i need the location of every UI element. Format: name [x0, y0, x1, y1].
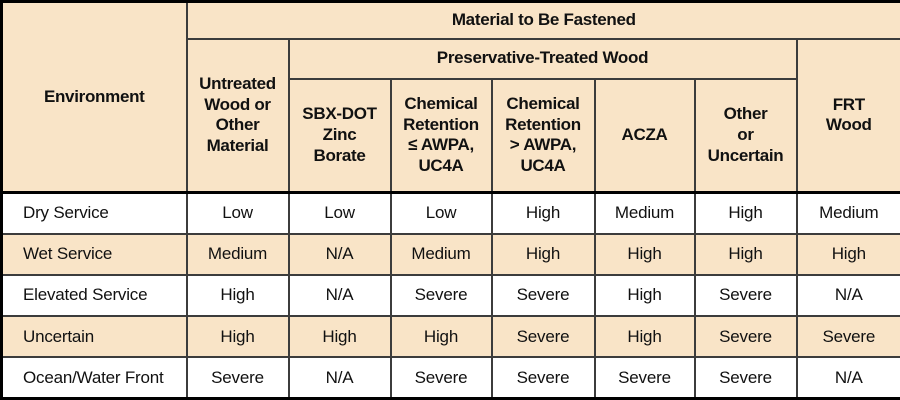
row-label: Elevated Service	[0, 273, 188, 318]
table-cell: High	[287, 315, 392, 359]
table-cell: High	[593, 315, 696, 359]
table-row-wet-service: Wet Service Medium N/A Medium High High …	[0, 232, 900, 276]
table-cell: High	[490, 190, 596, 235]
row-label: Ocean/Water Front	[0, 356, 188, 400]
table-row-uncertain: Uncertain High High High Severe High Sev…	[0, 315, 900, 359]
table-cell: Medium	[593, 190, 696, 235]
row-label: Uncertain	[0, 315, 188, 359]
table-row-ocean-water-front: Ocean/Water Front Severe N/A Severe Seve…	[0, 356, 900, 400]
table-cell: Severe	[389, 273, 493, 318]
table-cell: Severe	[593, 356, 696, 400]
table-cell: Medium	[389, 232, 493, 276]
table-cell: High	[185, 273, 290, 318]
table-cell: N/A	[287, 273, 392, 318]
table-body: Dry Service Low Low Low High Medium High…	[0, 190, 900, 400]
col-header-sbx-dot-zinc-borate: SBX-DOT Zinc Borate	[287, 77, 392, 194]
table-cell: High	[593, 232, 696, 276]
table-cell: High	[389, 315, 493, 359]
table-cell: High	[593, 273, 696, 318]
table-row-dry-service: Dry Service Low Low Low High Medium High…	[0, 190, 900, 235]
table-cell: Severe	[490, 315, 596, 359]
col-header-chemical-retention-gt-awpa-uc4a: Chemical Retention > AWPA, UC4A	[490, 77, 596, 194]
table-cell: Low	[389, 190, 493, 235]
table-cell: High	[693, 190, 798, 235]
table-header: Environment Material to Be Fastened Untr…	[0, 0, 900, 194]
table-cell: N/A	[795, 273, 900, 318]
table-cell: Severe	[389, 356, 493, 400]
header-row-3: SBX-DOT Zinc Borate Chemical Retention ≤…	[2, 77, 900, 194]
col-header-chemical-retention-lte-awpa-uc4a: Chemical Retention ≤ AWPA, UC4A	[389, 77, 493, 194]
table-cell: Severe	[185, 356, 290, 400]
table-cell: Severe	[490, 273, 596, 318]
col-header-environment: Environment	[0, 0, 188, 194]
col-header-preservative-treated-wood: Preservative-Treated Wood	[287, 37, 798, 80]
table-cell: High	[185, 315, 290, 359]
table-cell: Severe	[490, 356, 596, 400]
table-cell: N/A	[287, 232, 392, 276]
row-label: Wet Service	[0, 232, 188, 276]
table-row-elevated-service: Elevated Service High N/A Severe Severe …	[0, 273, 900, 318]
col-header-frt-wood: FRT Wood	[795, 37, 900, 194]
table-cell: Severe	[693, 356, 798, 400]
col-header-acza: ACZA	[593, 77, 696, 194]
table-cell: Severe	[795, 315, 900, 359]
table-cell: N/A	[795, 356, 900, 400]
col-header-other-or-uncertain: Other or Uncertain	[693, 77, 798, 194]
table-cell: Medium	[185, 232, 290, 276]
table-cell: Medium	[795, 190, 900, 235]
header-row-1: Environment Material to Be Fastened	[0, 0, 900, 194]
table-cell: Severe	[693, 315, 798, 359]
table-cell: High	[795, 232, 900, 276]
table-cell: High	[693, 232, 798, 276]
row-label: Dry Service	[0, 190, 188, 235]
col-header-untreated-wood-or-other-material: Untreated Wood or Other Material	[185, 37, 290, 194]
table-cell: N/A	[287, 356, 392, 400]
table-cell: Severe	[693, 273, 798, 318]
col-header-material-to-be-fastened: Material to Be Fastened	[185, 0, 900, 40]
table-cell: High	[490, 232, 596, 276]
table-cell: Low	[287, 190, 392, 235]
table-cell: Low	[185, 190, 290, 235]
header-row-2: Untreated Wood or Other Material Preserv…	[2, 37, 900, 194]
